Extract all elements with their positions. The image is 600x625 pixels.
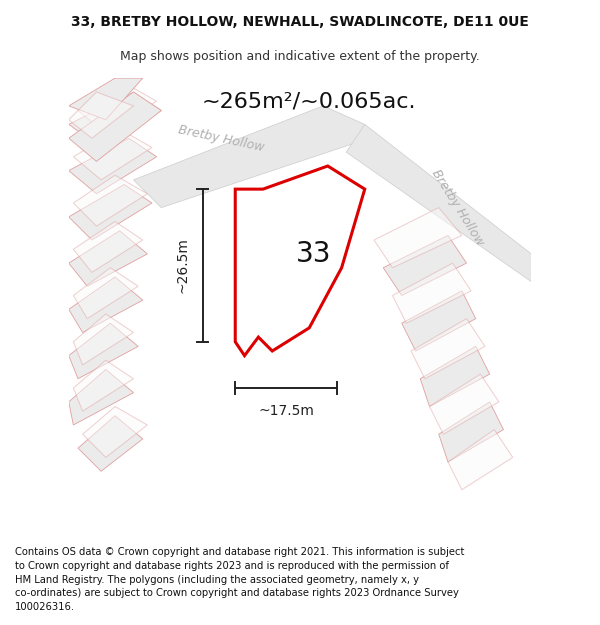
Polygon shape [448,429,513,490]
Polygon shape [69,78,143,120]
Polygon shape [69,323,138,379]
Polygon shape [69,92,133,138]
Text: 33: 33 [296,240,332,268]
Polygon shape [69,369,133,425]
Text: ~26.5m: ~26.5m [175,238,189,293]
Polygon shape [73,129,152,180]
Text: Bretby Hollow: Bretby Hollow [428,167,486,248]
Text: ~17.5m: ~17.5m [258,404,314,418]
Polygon shape [69,231,148,286]
Polygon shape [69,138,157,194]
Polygon shape [133,106,365,208]
Text: 33, BRETBY HOLLOW, NEWHALL, SWADLINCOTE, DE11 0UE: 33, BRETBY HOLLOW, NEWHALL, SWADLINCOTE,… [71,15,529,29]
Polygon shape [392,263,471,323]
Polygon shape [430,374,499,434]
Text: Contains OS data © Crown copyright and database right 2021. This information is : Contains OS data © Crown copyright and d… [15,548,464,612]
Polygon shape [78,416,143,471]
Polygon shape [69,277,143,332]
Polygon shape [73,314,133,365]
Polygon shape [346,124,531,282]
Polygon shape [73,175,148,226]
Polygon shape [235,166,365,356]
Polygon shape [411,319,485,379]
Polygon shape [73,268,138,319]
Polygon shape [73,360,133,411]
Polygon shape [69,92,161,148]
Text: Map shows position and indicative extent of the property.: Map shows position and indicative extent… [120,50,480,62]
Polygon shape [69,184,152,240]
Polygon shape [83,406,148,458]
Polygon shape [420,346,490,406]
Polygon shape [78,82,157,134]
Polygon shape [402,291,476,351]
Text: Bretby Hollow: Bretby Hollow [177,122,266,154]
Polygon shape [374,208,462,268]
Polygon shape [383,236,467,296]
Polygon shape [439,402,503,462]
Polygon shape [73,221,143,272]
Text: ~265m²/~0.065ac.: ~265m²/~0.065ac. [202,91,416,111]
Polygon shape [69,92,161,161]
